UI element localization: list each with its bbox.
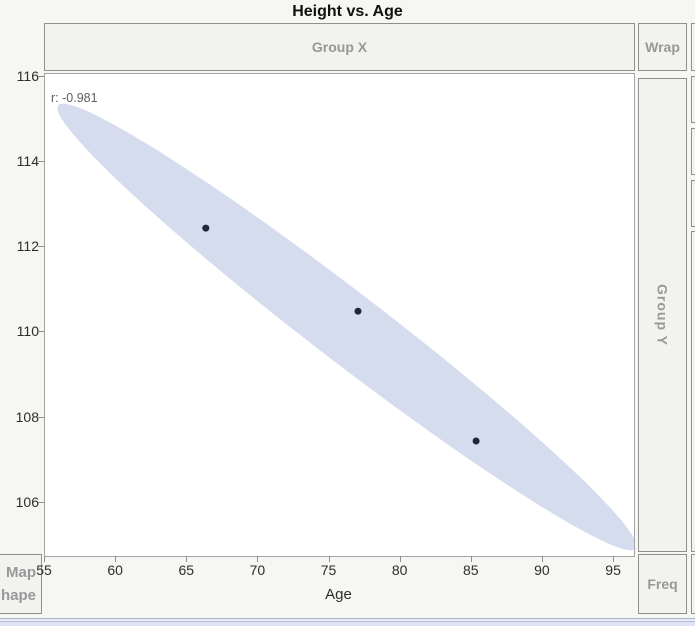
x-tick-label: 75 (320, 562, 337, 578)
y-tick-mark (38, 417, 44, 418)
drop-zone-map-shape-label: Map hape (0, 564, 36, 604)
y-tick-label: 112 (16, 238, 39, 255)
chart-title: Height vs. Age (292, 3, 403, 20)
y-tick-label: 106 (15, 493, 39, 510)
right-edge-panel-box (691, 554, 695, 614)
drop-zone-group-y[interactable]: Group Y (638, 78, 687, 552)
plot-area[interactable]: r: -0.981 (44, 73, 635, 557)
right-edge-panel-box (691, 23, 695, 71)
x-tick-label: 95 (605, 562, 621, 578)
x-tick-label: 85 (463, 562, 479, 578)
y-tick-label: 116 (16, 67, 39, 84)
y-tick-label: 114 (16, 153, 39, 170)
drop-zone-wrap[interactable]: Wrap (638, 23, 687, 71)
x-tick-label: 80 (391, 562, 408, 578)
data-point[interactable] (354, 307, 362, 315)
x-tick-label: 65 (178, 562, 195, 578)
right-edge-panel-box (691, 76, 695, 123)
x-tick-mark (471, 556, 472, 562)
right-edge-panel-box (691, 128, 695, 175)
y-tick-mark (38, 331, 44, 332)
x-tick-mark (115, 556, 116, 562)
x-tick-label: 60 (107, 562, 123, 578)
x-tick-label: 70 (249, 562, 266, 578)
drop-zone-wrap-label: Wrap (645, 39, 680, 55)
y-tick-label: 110 (16, 323, 39, 340)
drop-zone-freq-label: Freq (647, 576, 678, 592)
x-tick-mark (613, 556, 614, 562)
correlation-ellipse (57, 103, 634, 551)
drop-zone-group-x[interactable]: Group X (44, 23, 635, 71)
data-point[interactable] (472, 437, 480, 445)
bottom-window-edge (0, 618, 695, 626)
x-tick-mark (186, 556, 187, 562)
y-tick-label: 108 (15, 408, 39, 425)
right-edge-panel-box (691, 231, 695, 552)
drop-zone-group-x-label: Group X (311, 39, 368, 55)
y-tick-mark (38, 76, 44, 77)
drop-zone-map-shape[interactable]: Map hape (0, 554, 42, 614)
y-tick-mark (38, 502, 44, 503)
y-tick-mark (38, 246, 44, 247)
correlation-annotation: r: -0.981 (51, 91, 98, 105)
y-tick-mark (38, 161, 44, 162)
data-point[interactable] (202, 224, 210, 232)
x-tick-mark (257, 556, 258, 562)
x-tick-label: 55 (36, 562, 52, 578)
x-tick-mark (542, 556, 543, 562)
drop-zone-freq[interactable]: Freq (638, 554, 687, 614)
x-tick-mark (44, 556, 45, 562)
drop-zone-group-y-label: Group Y (654, 284, 671, 346)
x-tick-mark (329, 556, 330, 562)
scatter-plot-svg: r: -0.981 (51, 91, 634, 551)
x-tick-label: 90 (534, 562, 550, 578)
right-edge-panel-box (691, 180, 695, 227)
x-tick-mark (400, 556, 401, 562)
x-axis-title: Age (325, 586, 352, 603)
